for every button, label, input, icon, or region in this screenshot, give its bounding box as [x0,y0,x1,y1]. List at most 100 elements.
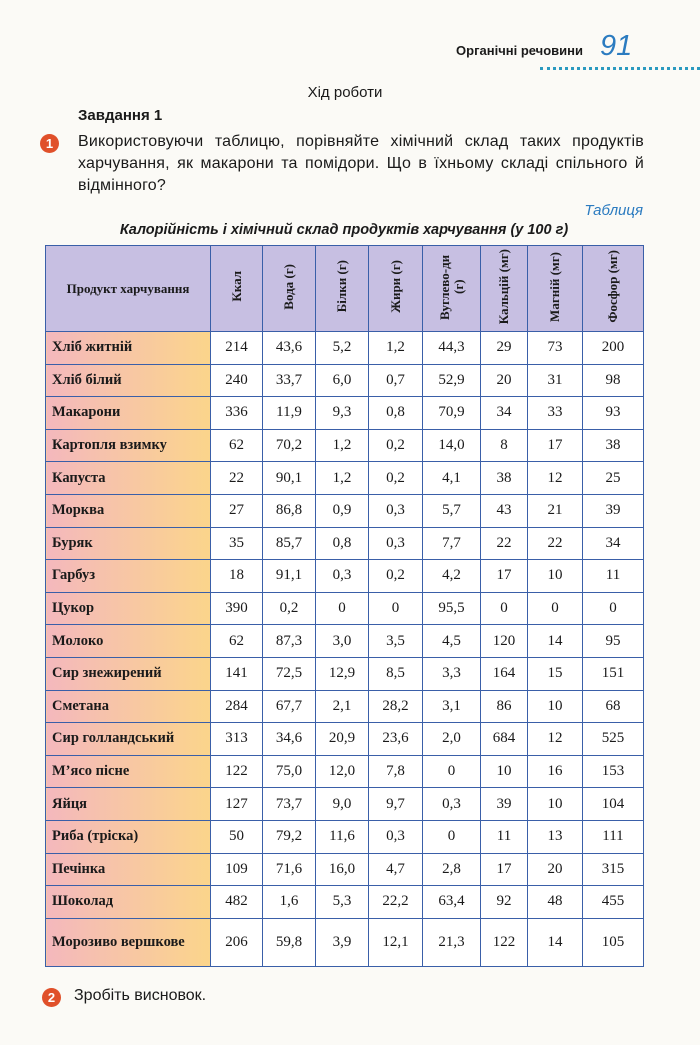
value-cell: 68 [582,689,644,724]
value-cell: 10 [527,559,583,593]
value-cell: 73 [527,331,583,365]
value-cell: 34 [480,396,528,430]
value-cell: 684 [480,722,528,756]
header-row: Продукт харчування Ккал Вода (г) Білки (г) Ж… [45,245,644,332]
value-cell: 0,3 [315,559,369,593]
value-cell: 0,8 [315,526,369,561]
value-cell: 28,2 [368,689,423,724]
value-cell: 5,7 [422,493,481,528]
value-cell: 3,0 [315,624,369,658]
value-cell: 92 [480,885,528,919]
table-row: Сир голландський 313 34,6 20,9 23,6 2,0 684 12 5… [45,722,644,756]
section-title: Органічні речовини [456,43,583,58]
value-cell: 5,3 [315,885,369,919]
value-cell: 50 [210,819,263,854]
product-name: Яйця [45,787,211,821]
value-cell: 90,1 [262,461,316,495]
value-cell: 6,0 [315,363,369,398]
table-row: Риба (тріска) 50 79,2 11,6 0,3 0 11 13 111 [45,819,644,854]
value-cell: 22,2 [368,885,423,919]
product-name: Картопля взимку [45,428,211,463]
value-cell: 0,3 [368,493,423,528]
value-cell: 12,9 [315,656,369,691]
value-cell: 43 [480,493,528,528]
value-cell: 105 [582,917,644,967]
value-cell: 0 [368,591,423,626]
value-cell: 14 [527,624,583,658]
value-cell: 62 [210,624,263,658]
value-cell: 38 [582,428,644,463]
header-cell: Магній (мг) [527,245,583,332]
value-cell: 17 [527,428,583,463]
header-cell: Фосфор (мг) [582,245,644,332]
value-cell: 0,9 [315,493,369,528]
value-cell: 11 [582,559,644,593]
table-row: М’ясо пісне 122 75,0 12,0 7,8 0 10 16 153 [45,754,644,789]
value-cell: 16 [527,754,583,789]
value-cell: 23,6 [368,722,423,756]
value-cell: 151 [582,656,644,691]
value-cell: 5,2 [315,331,369,365]
value-cell: 109 [210,852,263,887]
value-cell: 70,2 [262,428,316,463]
product-name: Буряк [45,526,211,561]
table-row: Сметана 284 67,7 2,1 28,2 3,1 86 10 68 [45,689,644,724]
value-cell: 79,2 [262,819,316,854]
value-cell: 8 [480,428,528,463]
value-cell: 22 [210,461,263,495]
header-cell: Кальцій (мг) [480,245,528,332]
header-text: Кальцій (мг) [496,248,511,325]
value-cell: 7,8 [368,754,423,789]
value-cell: 18 [210,559,263,593]
value-cell: 70,9 [422,396,481,430]
value-cell: 95,5 [422,591,481,626]
table-row: Хліб білий 240 33,7 6,0 0,7 52,9 20 31 98 [45,363,644,398]
value-cell: 95 [582,624,644,658]
value-cell: 455 [582,885,644,919]
value-cell: 85,7 [262,526,316,561]
table-row: Морква 27 86,8 0,9 0,3 5,7 43 21 39 [45,493,644,528]
value-cell: 3,3 [422,656,481,691]
value-cell: 12 [527,722,583,756]
item-text: Використовуючи таблицю, порівняйте хіміч… [78,133,644,194]
value-cell: 34,6 [262,722,316,756]
product-name: Молоко [45,624,211,658]
value-cell: 200 [582,331,644,365]
value-cell: 10 [527,689,583,724]
table-row: Шоколад 482 1,6 5,3 22,2 63,4 92 48 455 [45,885,644,919]
value-cell: 0,2 [368,461,423,495]
product-name: Сметана [45,689,211,724]
value-cell: 1,2 [315,428,369,463]
value-cell: 71,6 [262,852,316,887]
item-marker: 2 [42,988,61,1007]
value-cell: 0,3 [368,526,423,561]
header-text: Вода (г) [281,263,296,310]
value-cell: 336 [210,396,263,430]
table-row: Цукор 390 0,2 0 0 95,5 0 0 0 [45,591,644,626]
value-cell: 9,3 [315,396,369,430]
value-cell: 22 [527,526,583,561]
value-cell: 0,3 [422,787,481,821]
value-cell: 87,3 [262,624,316,658]
value-cell: 33 [527,396,583,430]
value-cell: 33,7 [262,363,316,398]
value-cell: 12,1 [368,917,423,967]
table-row: Картопля взимку 62 70,2 1,2 0,2 14,0 8 17 38 [45,428,644,463]
product-name: Макарони [45,396,211,430]
value-cell: 43,6 [262,331,316,365]
product-name: Хліб житній [45,331,211,365]
value-cell: 11 [480,819,528,854]
value-cell: 390 [210,591,263,626]
value-cell: 17 [480,559,528,593]
value-cell: 0,2 [368,559,423,593]
header-cell: Білки (г) [315,245,369,332]
value-cell: 1,2 [368,331,423,365]
value-cell: 98 [582,363,644,398]
value-cell: 13 [527,819,583,854]
table-row: Буряк 35 85,7 0,8 0,3 7,7 22 22 34 [45,526,644,561]
header-text: Магній (мг) [547,251,562,322]
value-cell: 91,1 [262,559,316,593]
value-cell: 20 [480,363,528,398]
value-cell: 104 [582,787,644,821]
value-cell: 63,4 [422,885,481,919]
